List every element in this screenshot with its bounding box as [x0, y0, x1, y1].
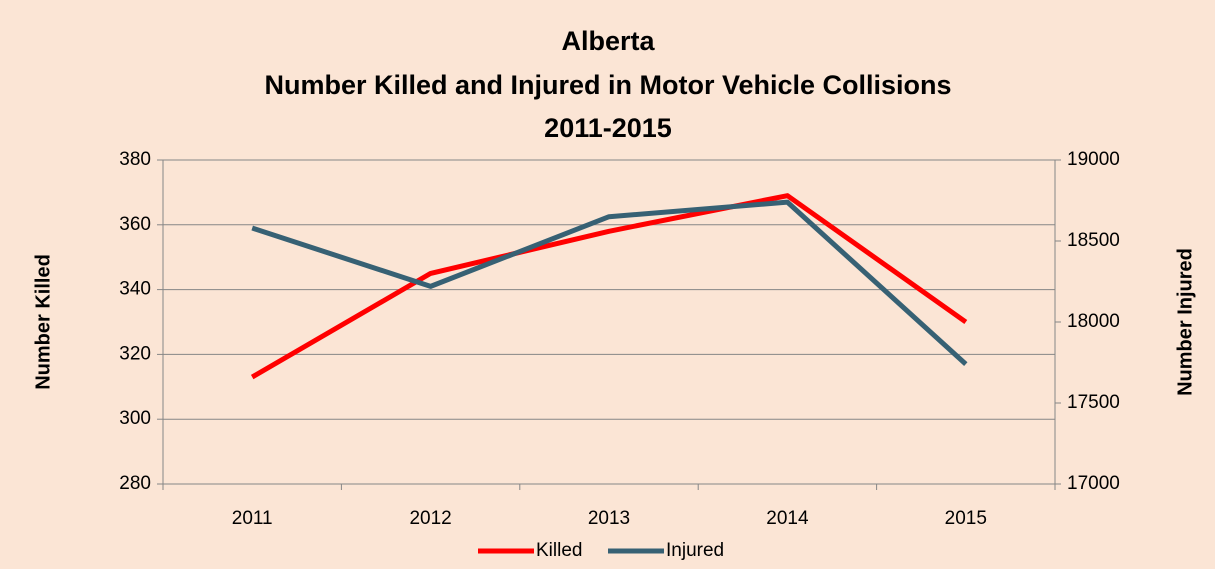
y2-tick-label: 18000	[1067, 311, 1120, 332]
y2-tick-label: 18500	[1067, 230, 1120, 251]
line-series	[251, 199, 968, 366]
legend-label: Injured	[666, 540, 724, 561]
chart-title: Alberta	[561, 26, 655, 56]
x-tick-label: 2014	[766, 508, 809, 529]
x-tick-label: 2011	[232, 508, 273, 529]
x-tick-label: 2013	[588, 508, 630, 529]
y-tick-label: 380	[119, 149, 151, 170]
y-tick-label: 320	[119, 343, 151, 364]
y2-axis-title: Number Injured	[1174, 248, 1196, 396]
y2-tick-label: 17500	[1067, 392, 1120, 413]
y2-tick-label: 17000	[1067, 473, 1120, 494]
chart-title: 2011-2015	[544, 113, 672, 143]
y-axis-title: Number Killed	[32, 254, 54, 390]
legend-label: Killed	[536, 540, 582, 561]
y-tick-label: 340	[119, 279, 151, 300]
x-tick-label: 2015	[945, 508, 987, 529]
y-tick-label: 300	[119, 408, 151, 429]
line-series	[250, 193, 968, 380]
y2-tick-label: 19000	[1067, 149, 1120, 170]
y-tick-label: 360	[119, 214, 151, 235]
y-tick-label: 280	[119, 473, 151, 494]
x-tick-label: 2012	[409, 508, 451, 529]
chart-title: Number Killed and Injured in Motor Vehic…	[264, 70, 951, 100]
